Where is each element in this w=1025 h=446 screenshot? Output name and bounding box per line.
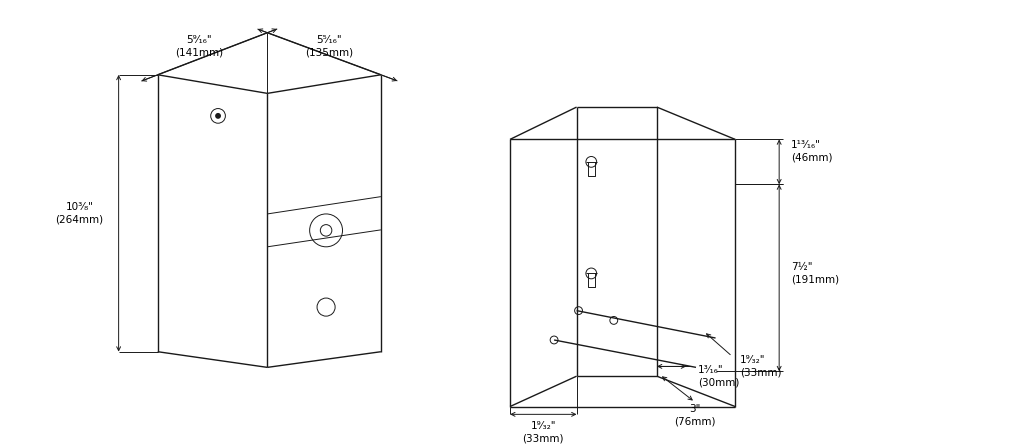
Text: 1⁹⁄₃₂"
(33mm): 1⁹⁄₃₂" (33mm) [740,355,781,378]
Circle shape [215,113,221,119]
Text: 5⁵⁄₁₆"
(135mm): 5⁵⁄₁₆" (135mm) [305,35,353,58]
Text: 7½"
(191mm): 7½" (191mm) [791,261,839,285]
Text: 1¹³⁄₁₆"
(46mm): 1¹³⁄₁₆" (46mm) [791,140,832,162]
Text: 10³⁄₈"
(264mm): 10³⁄₈" (264mm) [55,202,104,225]
Text: 5⁹⁄₁₆"
(141mm): 5⁹⁄₁₆" (141mm) [175,35,222,58]
Text: 1³⁄₁₆"
(30mm): 1³⁄₁₆" (30mm) [698,365,739,388]
Text: 1⁹⁄₃₂"
(33mm): 1⁹⁄₃₂" (33mm) [523,421,564,443]
Text: 3"
(76mm): 3" (76mm) [674,404,715,427]
